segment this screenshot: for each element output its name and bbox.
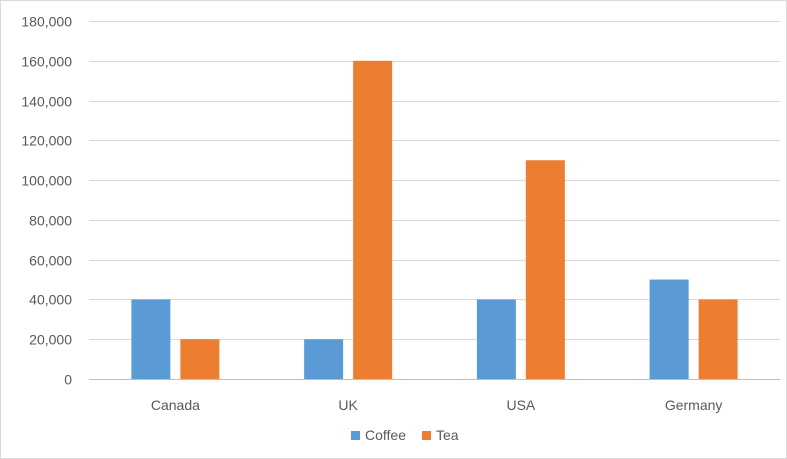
- y-tick-label: 160,000: [21, 54, 72, 70]
- legend-label-tea: Tea: [436, 427, 459, 443]
- legend: Coffee Tea: [351, 427, 459, 443]
- y-axis-tick-labels: 0 20,000 40,000 60,000 80,000 100,000 120,000 1…: [21, 14, 72, 388]
- bar-tea-germany: [698, 299, 738, 379]
- y-tick-label: 0: [64, 372, 72, 388]
- y-tick-label: 40,000: [29, 292, 72, 308]
- legend-swatch-coffee: [351, 431, 360, 440]
- bar-tea-usa: [525, 160, 565, 379]
- y-tick-label: 180,000: [21, 14, 72, 30]
- y-tick-label: 60,000: [29, 253, 72, 269]
- x-tick-label: Germany: [665, 397, 723, 413]
- x-tick-label: Canada: [151, 397, 200, 413]
- x-axis-tick-labels: Canada UK USA Germany: [151, 397, 723, 413]
- legend-label-coffee: Coffee: [365, 427, 406, 443]
- legend-swatch-tea: [422, 431, 431, 440]
- y-tick-label: 140,000: [21, 94, 72, 110]
- bar-tea-canada: [180, 339, 220, 379]
- bar-tea-uk: [353, 60, 393, 380]
- bar-coffee-canada: [131, 299, 171, 379]
- y-tick-label: 80,000: [29, 213, 72, 229]
- y-tick-label: 120,000: [21, 133, 72, 149]
- bar-coffee-germany: [649, 279, 689, 379]
- bar-coffee-uk: [304, 339, 344, 379]
- bars: [131, 60, 738, 380]
- bar-coffee-usa: [476, 299, 516, 379]
- y-tick-label: 100,000: [21, 173, 72, 189]
- y-tick-label: 20,000: [29, 332, 72, 348]
- x-tick-label: UK: [338, 397, 358, 413]
- x-tick-label: USA: [506, 397, 535, 413]
